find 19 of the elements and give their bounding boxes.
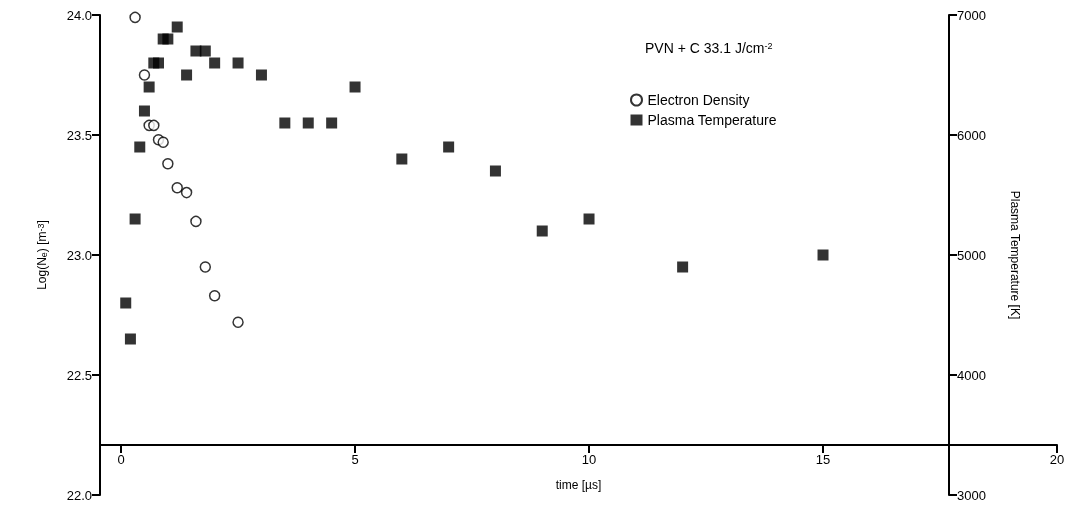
- x-tick-label: 5: [351, 452, 359, 467]
- y2-tick-label: 4000: [957, 367, 986, 383]
- y-tick-label: 24.0: [66, 7, 92, 23]
- y2-tick-label: 6000: [957, 127, 986, 143]
- x-tick-label: 15: [815, 452, 831, 467]
- y-tick-label: 22.5: [66, 367, 92, 383]
- y2-tick-label: 7000: [957, 7, 986, 23]
- legend-label: Electron Density: [647, 92, 750, 108]
- x-tick-label: 10: [581, 452, 597, 467]
- y-tick-label: 22.0: [66, 487, 92, 503]
- y2-tick-label: 3000: [957, 487, 986, 503]
- y-tick-label: 23.5: [66, 127, 92, 143]
- y-tick-label: 23.0: [66, 247, 92, 263]
- legend-label: Plasma Temperature: [647, 112, 777, 128]
- x-tick-label: 20: [1049, 452, 1065, 467]
- y2-tick-label: 5000: [957, 247, 986, 263]
- x-tick-label: 0: [117, 452, 125, 467]
- y2-axis-title: Plasma Temperature [K]: [1008, 190, 1022, 320]
- x-axis-title: time [µs]: [555, 478, 602, 492]
